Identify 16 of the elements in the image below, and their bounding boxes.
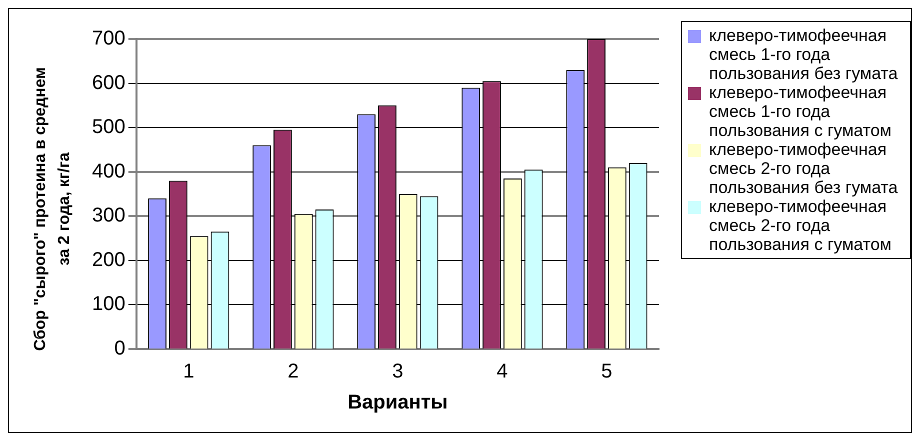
x-axis-title: Варианты [348,392,448,414]
x-tick-label: 1 [183,360,194,383]
y-tick-label: 200 [92,248,126,271]
y-tick-label: 600 [92,72,126,94]
y-tick-label: 300 [92,204,126,227]
legend-label: клеверо-тимофеечная смесь 2-го года пользования с гуматом [709,197,892,254]
x-tick-label: 4 [496,360,508,383]
x-tick-label: 2 [288,360,299,383]
y-tick-label: 400 [92,160,126,182]
x-tick-label: 3 [392,360,404,383]
y-tick-label: 0 [114,338,126,360]
y-tick-label: 500 [92,116,126,138]
y-axis-title: Сбор "сырого" протеина в среднем за 2 года, кг/га [31,66,74,353]
x-tick-label: 5 [601,360,612,383]
y-tick-label: 100 [92,293,126,316]
y-tick-label: 700 [92,28,126,50]
